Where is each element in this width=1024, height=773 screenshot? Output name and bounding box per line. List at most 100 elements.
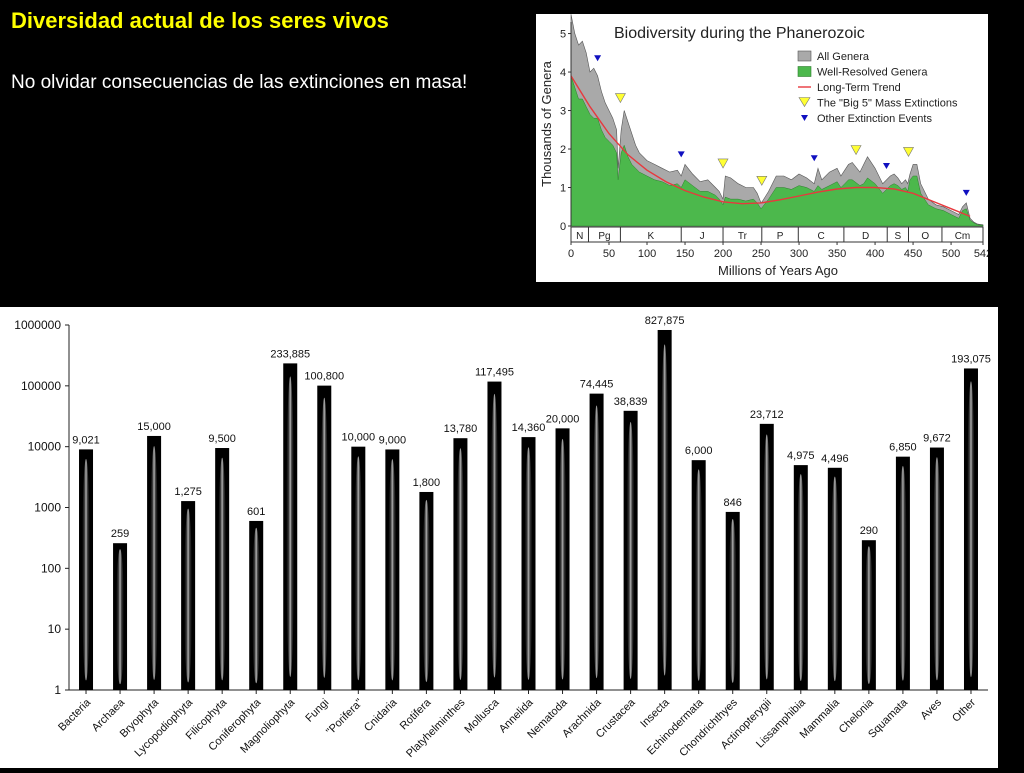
x-tick-label: 50	[603, 248, 615, 260]
species-y-tick-label: 1000	[34, 501, 61, 515]
big5-extinction-marker	[850, 145, 862, 156]
phanerozoic-x-axis-label: Millions of Years Ago	[718, 263, 838, 278]
species-category-label: Platyhelminthes	[404, 696, 468, 760]
y-tick-label: 4	[560, 67, 566, 79]
species-category-label: Lycopodiophyta	[133, 696, 196, 759]
species-category-label: Fungi	[303, 697, 331, 725]
other-extinction-marker	[810, 155, 818, 162]
x-tick-label: 250	[752, 248, 770, 260]
period-label: D	[862, 231, 869, 242]
period-label: O	[921, 231, 929, 242]
species-bar-highlight	[660, 344, 669, 676]
species-category-label: Other	[950, 696, 978, 724]
species-plot-area: 1 10 100 1000 10000 100000 1000000 9,021 Bacteri…	[14, 315, 991, 760]
period-label: K	[647, 231, 654, 242]
x-tick-label: 150	[676, 248, 694, 260]
species-category-label: Aves	[918, 696, 944, 722]
legend-swatch-other	[801, 115, 808, 121]
big5-extinction-marker	[902, 147, 915, 158]
species-data-label: 1,275	[174, 486, 202, 498]
species-data-label: 4,975	[787, 450, 815, 462]
other-extinction-marker	[882, 162, 890, 169]
species-data-label: 4,496	[821, 453, 849, 465]
big5-extinction-marker	[717, 158, 729, 169]
species-bar-highlight	[524, 447, 533, 680]
y-tick-label: 0	[560, 221, 566, 233]
phanerozoic-legend: All Genera Well-Resolved Genera Long-Term …	[797, 50, 958, 125]
species-data-label: 9,021	[72, 434, 100, 446]
species-data-label: 10,000	[341, 432, 375, 444]
series-all-genera-area	[570, 14, 984, 227]
species-bar-highlight	[490, 393, 499, 678]
species-data-label: 9,500	[208, 433, 236, 445]
period-label: J	[700, 231, 705, 242]
species-bar-highlight	[728, 519, 737, 683]
period-label: P	[777, 231, 784, 242]
species-y-tick-label: 10	[48, 622, 62, 636]
species-bar-highlight	[592, 405, 601, 679]
species-category-label: "Porifera"	[324, 697, 365, 738]
legend-long-term-trend: Long-Term Trend	[817, 82, 901, 94]
phanerozoic-plot-area: 0 1 2 3 4 5 N Pg K J Tr P C D S O Cm 0 50 100 150 200 250 300 35…	[560, 14, 992, 260]
x-tick-label: 200	[714, 248, 732, 260]
phanerozoic-y-axis-label: Thousands of Genera	[539, 60, 554, 187]
other-extinction-marker	[962, 189, 970, 196]
species-data-label: 827,875	[645, 315, 685, 327]
phanerozoic-chart: Biodiversity during the Phanerozoic Mill…	[539, 14, 992, 278]
species-y-tick-label: 100000	[21, 379, 61, 393]
species-bar-highlight	[422, 499, 431, 683]
species-bar-highlight	[933, 457, 941, 681]
species-data-label: 6,000	[685, 445, 713, 457]
big5-extinction-marker	[614, 93, 626, 104]
species-data-label: 1,800	[413, 477, 441, 489]
species-bar-highlight	[150, 446, 159, 680]
x-tick-label: 100	[638, 248, 656, 260]
species-data-label: 14,360	[512, 422, 546, 434]
species-data-label: 846	[724, 497, 742, 509]
period-label: Cm	[955, 231, 971, 242]
species-count-chart: 1 10 100 1000 10000 100000 1000000 9,021 Bacteri…	[14, 315, 991, 760]
x-tick-label: 350	[828, 248, 846, 260]
period-label: Pg	[598, 231, 610, 242]
species-data-label: 74,445	[580, 379, 614, 391]
species-y-tick-label: 1000000	[14, 318, 61, 332]
period-label: Tr	[738, 231, 748, 242]
series-well-resolved-genera-area	[570, 75, 984, 227]
species-bar-highlight	[184, 508, 193, 683]
x-tick-label: 400	[866, 248, 884, 260]
species-data-label: 601	[247, 506, 265, 518]
legend-swatch-well-resolved	[797, 66, 812, 77]
y-tick-label: 1	[560, 183, 566, 195]
species-bar-highlight	[218, 457, 227, 681]
species-bar-highlight	[762, 434, 771, 680]
species-data-label: 15,000	[137, 421, 171, 433]
species-category-label: Insecta	[638, 696, 672, 730]
legend-other-extinctions: Other Extinction Events	[817, 113, 932, 125]
species-bar-highlight	[252, 527, 261, 684]
period-label: S	[895, 231, 902, 242]
species-bar-highlight	[898, 465, 907, 681]
species-bar-highlight	[796, 474, 805, 682]
species-category-label: Cnidaria	[362, 696, 400, 734]
species-data-label: 290	[860, 525, 878, 537]
y-tick-label: 5	[560, 29, 566, 41]
species-category-label: Bacteria	[56, 696, 94, 734]
phanerozoic-chart-panel: Biodiversity during the Phanerozoic Mill…	[536, 14, 992, 282]
phanerozoic-chart-title: Biodiversity during the Phanerozoic	[614, 25, 865, 42]
species-data-label: 20,000	[546, 413, 580, 425]
legend-well-resolved-genera: Well-Resolved Genera	[817, 67, 928, 79]
x-tick-label: 500	[942, 248, 960, 260]
species-bar-highlight	[626, 421, 635, 679]
species-bar-highlight	[286, 376, 295, 677]
species-bar-highlight	[456, 448, 465, 680]
species-y-tick-label: 100	[41, 561, 61, 575]
slide-body-text: No olvidar consecuencias de las extincio…	[11, 72, 468, 93]
species-bar-highlight	[694, 469, 703, 681]
species-data-label: 117,495	[475, 367, 514, 379]
x-tick-label: 300	[790, 248, 808, 260]
species-data-label: 100,800	[304, 371, 344, 383]
species-bar-highlight	[354, 456, 363, 681]
species-bar-highlight	[830, 476, 839, 682]
y-tick-label: 2	[560, 144, 566, 156]
legend-swatch-all-genera	[797, 50, 812, 62]
